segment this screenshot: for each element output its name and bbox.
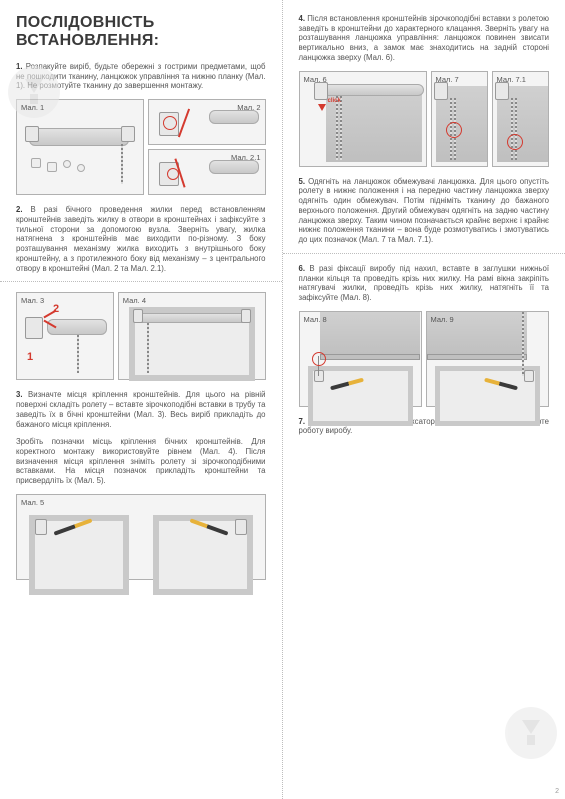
figure-5: Мал. 5 [16, 494, 266, 580]
instruction-page: ПОСЛІДОВНІСТЬ ВСТАНОВЛЕННЯ: 1. Розпакуйт… [0, 0, 565, 799]
click-label: click [328, 98, 341, 104]
figure-3: Мал. 3 1 2 [16, 292, 114, 380]
fig-1-label: Мал. 1 [21, 103, 44, 112]
figure-6: Мал. 6 click [299, 71, 427, 167]
figure-2-1: Мал. 2.1 [148, 149, 266, 195]
fig-3-label: Мал. 3 [21, 296, 44, 305]
step-3b-text: Зробіть позначки місць кріплення бічних … [16, 437, 266, 486]
fig-6-label: Мал. 6 [304, 75, 327, 84]
fig-8-label: Мал. 8 [304, 315, 327, 324]
page-title: ПОСЛІДОВНІСТЬ ВСТАНОВЛЕННЯ: [16, 14, 266, 50]
step-5-text: 5. Одягніть на ланцюжок обмежувачі ланцю… [299, 177, 550, 245]
page-number: 2 [555, 788, 559, 795]
fig-9-label: Мал. 9 [431, 315, 454, 324]
step-2-text: 2. В разі бічного проведення жилки перед… [16, 205, 266, 273]
fig-4-label: Мал. 4 [123, 296, 146, 305]
step-3-text: 3. Визначте місця кріплення кронштейнів.… [16, 390, 266, 429]
figure-8: Мал. 8 [299, 311, 422, 407]
fig-2-label: Мал. 2 [237, 103, 260, 112]
left-column: ПОСЛІДОВНІСТЬ ВСТАНОВЛЕННЯ: 1. Розпакуйт… [0, 0, 283, 799]
step-4-text: 4. Після встановлення кронштейнів зірочк… [299, 14, 550, 63]
fig-row-1: Мал. 1 Мал. 2 [16, 99, 266, 195]
fig-row-5: Мал. 8 Мал. 9 [299, 311, 550, 407]
fig-row-4: Мал. 6 click Мал. 7 [299, 71, 550, 167]
divider-right-1 [283, 253, 565, 254]
fig-row-2: Мал. 3 1 2 Мал. 4 [16, 292, 266, 380]
watermark-icon [505, 707, 557, 759]
fig-5-label: Мал. 5 [21, 498, 44, 507]
figure-9: Мал. 9 [426, 311, 549, 407]
fig-row-3: Мал. 5 [16, 494, 266, 580]
figure-7-1: Мал. 7.1 [492, 71, 549, 167]
fig-71-label: Мал. 7.1 [497, 75, 526, 84]
fig-21-label: Мал. 2.1 [231, 153, 260, 162]
figure-4: Мал. 4 [118, 292, 266, 380]
right-column: 4. Після встановлення кронштейнів зірочк… [283, 0, 565, 799]
figure-2: Мал. 2 [148, 99, 266, 145]
fig-7-label: Мал. 7 [436, 75, 459, 84]
divider-left-1 [0, 281, 282, 282]
figure-7: Мал. 7 [431, 71, 488, 167]
step-6-text: 6. В разі фіксації виробу під нахил, вст… [299, 264, 550, 303]
